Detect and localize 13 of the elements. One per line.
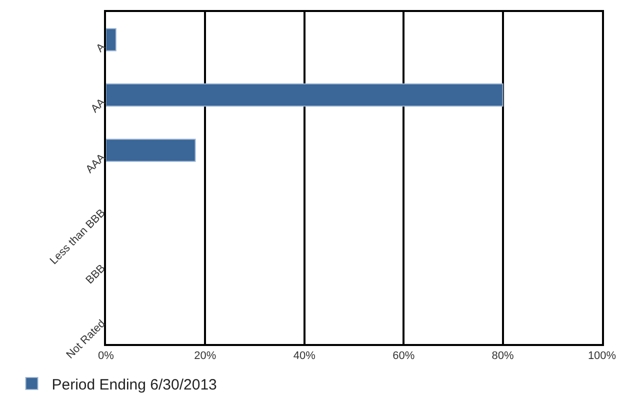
x-tick-label: 80% [492,350,514,362]
y-tick-label: AA [88,96,108,116]
x-tick-label: 20% [194,350,216,362]
bar [106,138,196,162]
legend-label: Period Ending 6/30/2013 [52,376,217,394]
x-tick-label: 100% [588,350,616,362]
bar [106,83,504,107]
y-tick-label: AAA [84,151,108,176]
y-tick-label: A [94,40,108,55]
x-tick-label: 0% [98,350,114,362]
x-tick-label: 60% [392,350,415,362]
x-tick-label: 40% [293,350,316,362]
bar [106,28,116,52]
